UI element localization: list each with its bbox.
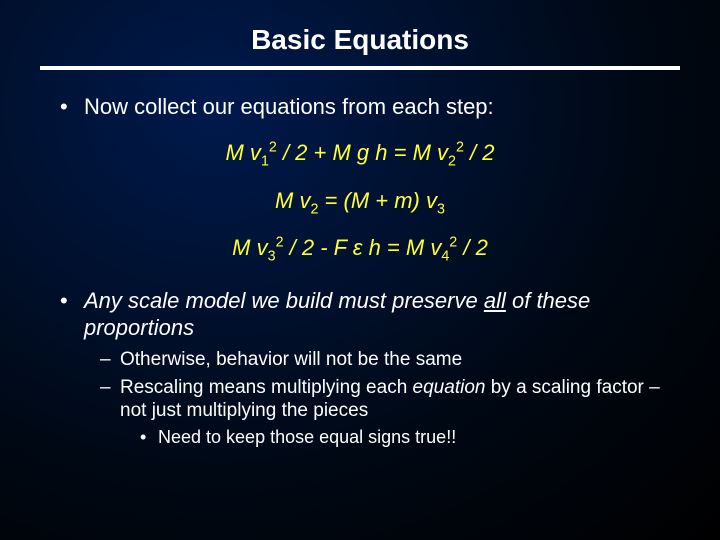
sub-bullet-2: Rescaling means multiplying each equatio… xyxy=(100,376,680,424)
eq1-part3: / 2 + M g h = M v xyxy=(277,140,448,165)
eq1-part6: / 2 xyxy=(464,140,495,165)
eq3-sup1: 2 xyxy=(276,235,284,251)
eq3-sub2: 4 xyxy=(441,249,449,265)
bullet-model-pre: Any scale model we build must preserve xyxy=(84,288,484,313)
eq3-part3: / 2 - F ε h = M v xyxy=(284,235,442,260)
eq1-part0: M v xyxy=(225,140,260,165)
sub-bullet-1: Otherwise, behavior will not be the same xyxy=(100,348,680,372)
eq1-sub1: 1 xyxy=(261,154,269,170)
eq1-sup1: 2 xyxy=(269,140,277,156)
sub2-pre: Rescaling means multiplying each xyxy=(120,377,413,398)
sub-sub-bullet-1: Need to keep those equal signs true!! xyxy=(140,426,680,449)
bullet-intro: Now collect our equations from each step… xyxy=(60,94,680,120)
sub2-ital: equation xyxy=(413,377,486,398)
eq1-sub2: 2 xyxy=(448,154,456,170)
slide-title: Basic Equations xyxy=(40,24,680,56)
equation-1: M v12 / 2 + M g h = M v22 / 2 xyxy=(40,140,680,170)
eq3-part6: / 2 xyxy=(457,235,488,260)
eq2-sub2: 3 xyxy=(437,201,445,217)
bullet-model: Any scale model we build must preserve a… xyxy=(60,287,680,342)
eq2-part2: = (M + m) v xyxy=(318,188,437,213)
equation-2: M v2 = (M + m) v3 xyxy=(40,188,680,217)
bullet-model-underlined: all xyxy=(484,288,506,313)
equation-3: M v32 / 2 - F ε h = M v42 / 2 xyxy=(40,235,680,265)
eq3-sub1: 3 xyxy=(268,249,276,265)
eq1-sup2: 2 xyxy=(456,140,464,156)
eq2-part0: M v xyxy=(275,188,310,213)
title-divider xyxy=(40,66,680,70)
eq3-part0: M v xyxy=(232,235,267,260)
